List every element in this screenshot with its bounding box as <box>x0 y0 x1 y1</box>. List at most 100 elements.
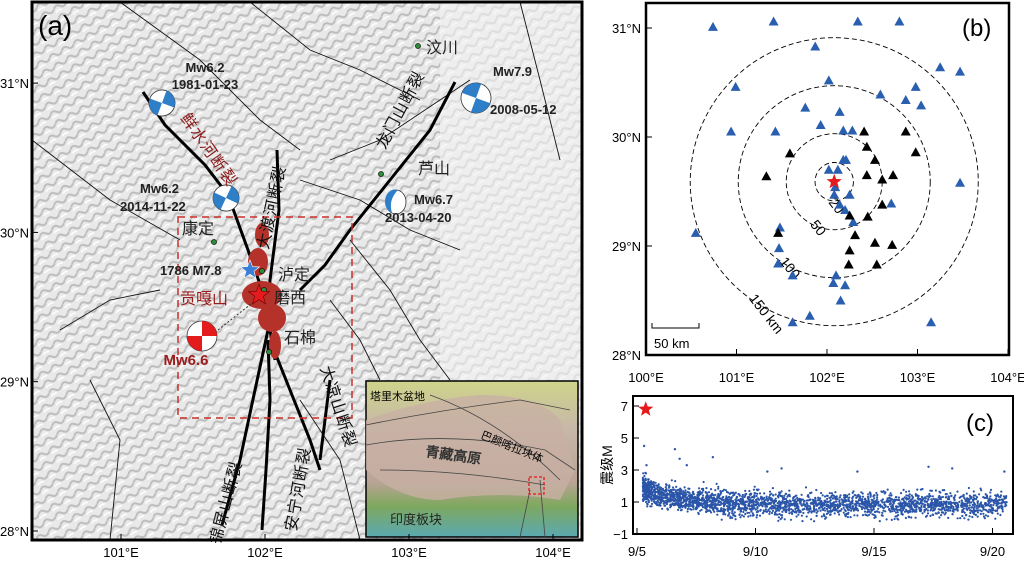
aftershock-point <box>664 499 667 502</box>
aftershock-point <box>989 508 992 511</box>
aftershock-point <box>750 505 753 508</box>
aftershock-point <box>872 504 875 507</box>
aftershock-point <box>899 492 903 495</box>
aftershock-point <box>811 498 814 501</box>
aftershock-point <box>741 497 744 500</box>
aftershock-point <box>654 502 658 505</box>
aftershock-point <box>975 507 978 510</box>
epicenter-star-icon <box>826 173 842 189</box>
aftershock-point <box>973 506 976 509</box>
aftershock-point <box>909 499 912 502</box>
aftershock-point <box>647 500 650 503</box>
aftershock-point <box>717 509 721 513</box>
aftershock-point <box>684 493 687 496</box>
aftershock-point <box>766 505 769 508</box>
aftershock-point <box>945 493 948 496</box>
aftershock-point <box>807 511 810 514</box>
aftershock-point <box>672 496 675 499</box>
aftershock-point <box>777 516 781 519</box>
aftershock-point <box>927 465 930 468</box>
aftershock-point <box>865 505 869 508</box>
aftershock-point <box>843 508 846 511</box>
aftershock-point <box>954 494 957 497</box>
aftershock-point <box>679 491 682 494</box>
aftershock-point <box>840 508 843 511</box>
aftershock-point <box>781 510 784 513</box>
focal-mechanism-2022-icon <box>186 320 218 352</box>
aftershock-point <box>733 511 736 514</box>
aftershock-point <box>950 494 953 498</box>
station-blue <box>787 270 798 280</box>
station-black <box>910 147 921 157</box>
aftershock-point <box>742 515 746 518</box>
aftershock-point <box>947 495 950 498</box>
aftershock-point <box>864 497 867 500</box>
aftershock-point <box>654 481 657 484</box>
aftershock-point <box>727 491 730 494</box>
aftershock-point <box>766 499 769 502</box>
aftershock-point <box>826 497 829 500</box>
aftershock-point <box>974 513 978 517</box>
aftershock-point <box>650 499 653 502</box>
aftershock-point <box>666 496 669 499</box>
aftershock-point <box>926 512 930 515</box>
aftershock-point <box>816 510 819 513</box>
aftershock-point <box>908 493 911 496</box>
aftershock-point <box>838 513 841 516</box>
aftershock-point <box>976 509 979 512</box>
mainshock-star-icon <box>638 401 654 416</box>
aftershock-point <box>964 514 968 517</box>
aftershock-point <box>651 494 654 497</box>
aftershock-point <box>900 505 903 508</box>
aftershock-point <box>667 500 670 503</box>
aftershock-point <box>905 490 908 493</box>
aftershock-point <box>759 508 762 511</box>
aftershock-point <box>878 511 881 514</box>
aftershock-point <box>763 502 766 505</box>
aftershock-point <box>669 496 672 499</box>
aftershock-point <box>665 488 668 491</box>
distance-ring <box>737 85 931 279</box>
aftershock-point <box>872 501 875 505</box>
aftershock-point <box>761 504 764 507</box>
aftershock-point <box>847 498 850 501</box>
aftershock-point <box>916 488 919 491</box>
aftershock-point <box>650 487 654 491</box>
aftershock-point <box>705 487 708 490</box>
station-black <box>871 259 882 269</box>
aftershock-point <box>956 509 959 512</box>
aftershock-point <box>987 504 991 507</box>
aftershock-point <box>755 516 758 519</box>
aftershock-point <box>930 501 933 504</box>
aftershock-point <box>661 507 664 510</box>
aftershock-point <box>822 508 825 512</box>
aftershock-point <box>733 506 736 509</box>
aftershock-point <box>906 502 909 505</box>
aftershock-point <box>927 498 930 501</box>
aftershock-point <box>774 493 777 496</box>
y-tick-label: 29°N <box>612 239 641 254</box>
aftershock-point <box>993 502 996 505</box>
aftershock-point <box>768 497 771 500</box>
focal-mechanism-2014-icon <box>212 184 240 212</box>
aftershock-point <box>925 514 929 517</box>
aftershock-point <box>881 511 884 514</box>
aftershock-point <box>828 496 831 499</box>
aftershock-point <box>889 499 892 503</box>
aftershock-point <box>934 489 938 492</box>
station-black <box>869 154 880 164</box>
aftershock-point <box>823 506 826 510</box>
aftershock-point <box>808 505 812 508</box>
town-dot <box>415 43 421 49</box>
aftershock-point <box>972 504 975 507</box>
aftershock-point <box>967 486 971 490</box>
historic-earthquake-label: 1786 M7.8 <box>160 263 221 278</box>
aftershock-point <box>967 518 970 521</box>
aftershock-point <box>664 490 667 493</box>
aftershock-point <box>866 508 869 511</box>
aftershock-point <box>739 500 743 504</box>
aftershock-point <box>743 501 746 505</box>
station-blue <box>787 317 798 327</box>
aftershock-point <box>671 488 675 491</box>
aftershock-point <box>992 509 995 512</box>
